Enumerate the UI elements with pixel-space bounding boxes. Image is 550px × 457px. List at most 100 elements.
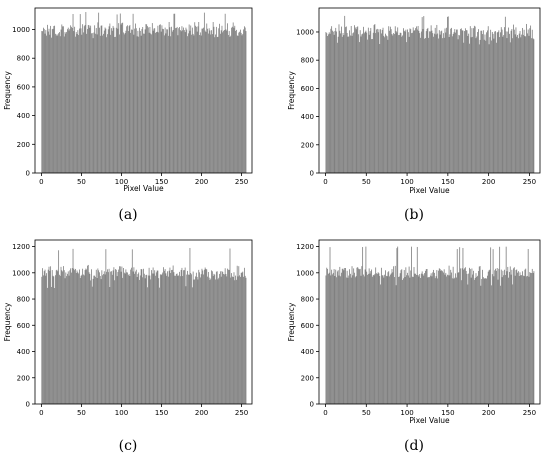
histogram-bar	[203, 27, 204, 174]
histogram-bar	[337, 36, 339, 174]
histogram-bar	[227, 23, 228, 173]
y-tick-label: 1000	[12, 26, 30, 34]
histogram-bar	[389, 26, 391, 174]
histogram-bars	[325, 15, 535, 174]
histogram-bar	[477, 275, 479, 404]
histogram-bar	[449, 275, 451, 404]
x-tick-label: 100	[400, 409, 413, 417]
histogram-bar	[436, 270, 438, 404]
histogram-bar	[423, 16, 425, 173]
histogram-bar	[470, 277, 472, 404]
histogram-bar	[412, 276, 414, 404]
histogram-bar	[128, 274, 130, 404]
histogram-bar	[123, 268, 124, 404]
histogram-bar	[451, 272, 452, 404]
histogram-bar	[343, 35, 345, 174]
histogram-bar	[450, 28, 452, 173]
histogram-bar	[171, 270, 172, 404]
histogram-bar	[54, 288, 56, 404]
histogram-bar	[49, 34, 51, 173]
histogram-bar	[459, 35, 461, 173]
histogram-bar	[201, 268, 203, 404]
histogram-bar	[420, 31, 422, 174]
histogram-bar	[403, 28, 404, 174]
histogram-bar	[93, 275, 95, 404]
histogram-bar	[124, 273, 126, 404]
y-tick-label: 1000	[296, 28, 314, 36]
histogram-bar	[226, 276, 228, 404]
histogram-bar	[367, 274, 368, 404]
histogram-bar	[135, 28, 137, 174]
histogram-bar	[215, 279, 216, 404]
histogram-bar	[325, 32, 327, 173]
histogram-bar	[345, 268, 346, 404]
histogram-bar	[503, 35, 505, 173]
histogram-bar	[206, 23, 208, 174]
histogram-bar	[396, 32, 398, 173]
histogram-bar	[462, 30, 464, 174]
histogram-bar	[482, 30, 484, 174]
histogram-bar	[175, 28, 176, 173]
histogram-bar	[342, 268, 344, 404]
y-tick-label: 200	[17, 141, 30, 149]
histogram-bar	[83, 274, 84, 404]
histogram-bar	[87, 265, 88, 404]
histogram-bar	[398, 34, 400, 174]
histogram-bar	[197, 26, 199, 173]
histogram-bar	[446, 27, 448, 174]
histogram-bar	[388, 271, 390, 404]
histogram-bar	[413, 30, 415, 174]
histogram-bar	[375, 33, 377, 174]
histogram-bar	[199, 272, 200, 404]
histogram-bar	[78, 35, 80, 173]
histogram-bar	[66, 276, 68, 404]
histogram-bar	[385, 35, 387, 174]
histogram-bar	[383, 35, 385, 173]
histogram-bar	[519, 272, 521, 404]
histogram-bar	[482, 277, 484, 404]
histogram-bar	[445, 272, 447, 404]
histogram-bar	[170, 273, 172, 404]
histogram-bar	[407, 272, 408, 404]
histogram-bar	[233, 272, 235, 404]
histogram-bar	[451, 36, 453, 174]
histogram-bar	[147, 287, 148, 404]
histogram-bar	[376, 273, 378, 404]
histogram-bar	[117, 272, 119, 404]
histogram-bar	[114, 36, 116, 173]
histogram-bar	[461, 30, 463, 174]
histogram-bar	[505, 246, 507, 404]
histogram-bar	[360, 275, 362, 404]
histogram-bar	[499, 246, 501, 404]
histogram-bar	[512, 284, 514, 404]
histogram-bar	[500, 27, 502, 174]
histogram-bar	[244, 275, 246, 404]
histogram-bar	[163, 270, 165, 404]
histogram-bar	[400, 32, 402, 173]
histogram-bar	[189, 247, 191, 404]
histogram-bar	[417, 274, 419, 404]
histogram-bar	[475, 38, 477, 173]
histogram-bar	[60, 29, 62, 173]
panel-label-d: (d)	[404, 438, 424, 454]
histogram-bar	[351, 266, 353, 404]
histogram-bar	[334, 30, 336, 174]
histogram-bar	[447, 16, 449, 174]
histogram-bar	[144, 29, 146, 173]
histogram-bar	[133, 34, 135, 174]
histogram-bar	[70, 268, 72, 404]
histogram-bar	[391, 34, 393, 174]
histogram-bar	[154, 270, 156, 404]
histogram-bar	[410, 270, 412, 404]
histogram-bar	[91, 286, 93, 404]
y-tick-label: 1200	[296, 243, 314, 251]
x-tick-label: 50	[77, 178, 86, 186]
histogram-bar	[81, 274, 83, 404]
histogram-bar	[181, 267, 183, 404]
histogram-bar	[222, 32, 224, 173]
histogram-bar	[231, 26, 233, 174]
histogram-bar	[437, 278, 439, 404]
histogram-bar	[476, 276, 478, 404]
histogram-bar	[354, 277, 356, 404]
histogram-bar	[182, 30, 184, 173]
